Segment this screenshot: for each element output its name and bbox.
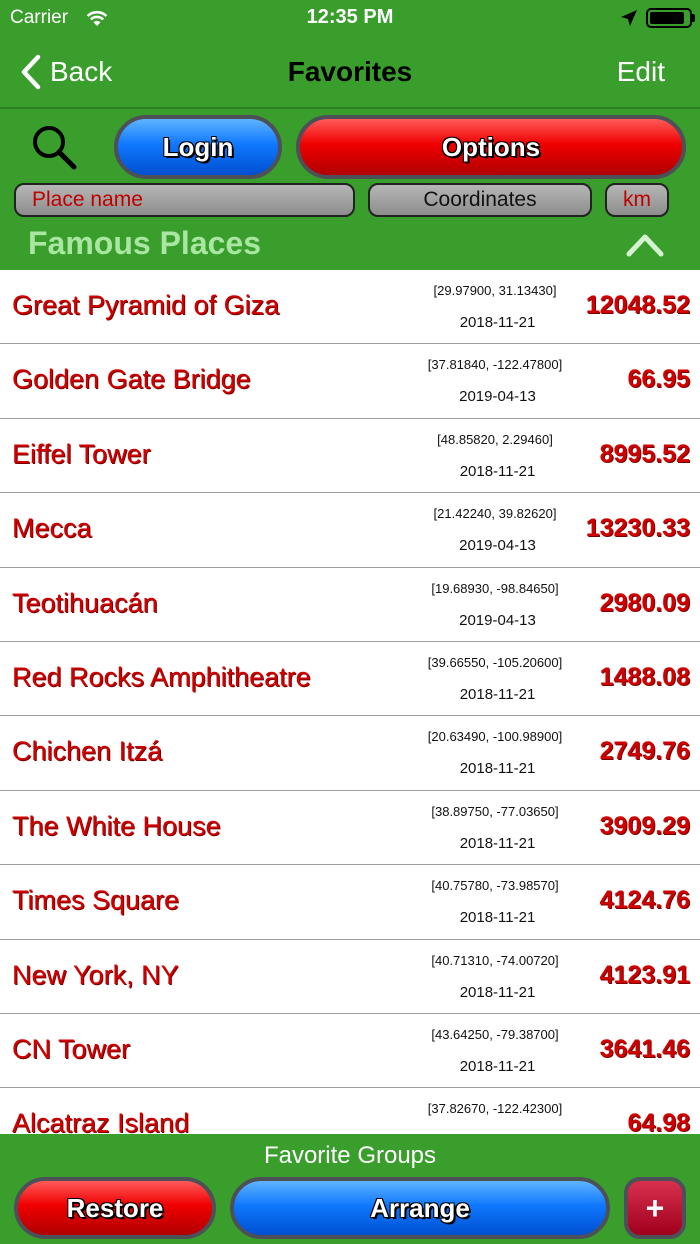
table-row[interactable]: Alcatraz Island [37.82670, -122.42300] 64.… bbox=[0, 1088, 700, 1134]
place-coordinates: [19.68930, -98.84650] bbox=[431, 580, 559, 596]
place-distance: 8995.52 bbox=[599, 439, 690, 468]
navigation-bar: Back Favorites Edit bbox=[0, 40, 700, 108]
place-distance: 64.98 bbox=[627, 1109, 690, 1134]
place-distance: 3909.29 bbox=[599, 811, 690, 840]
chevron-left-icon bbox=[21, 54, 41, 90]
options-button[interactable]: Options bbox=[296, 115, 686, 179]
place-coordinates: [20.63490, -100.98900] bbox=[427, 729, 563, 745]
search-icon[interactable] bbox=[28, 121, 80, 173]
sort-coordinates-button[interactable]: Coordinates bbox=[368, 183, 592, 217]
place-coordinates: [40.71310, -74.00720] bbox=[431, 952, 559, 968]
arrange-button[interactable]: Arrange bbox=[230, 1177, 610, 1239]
place-distance: 2749.76 bbox=[599, 737, 690, 766]
carrier-label: Carrier bbox=[10, 7, 69, 28]
add-group-button[interactable]: + bbox=[624, 1177, 686, 1239]
place-date: 2018-11-21 bbox=[459, 462, 536, 480]
sort-km-button[interactable]: km bbox=[605, 183, 669, 217]
place-coordinates: [40.75780, -73.98570] bbox=[431, 878, 559, 894]
place-date: 2018-11-21 bbox=[459, 983, 536, 1001]
place-distance: 12048.52 bbox=[585, 291, 690, 319]
restore-button[interactable]: Restore bbox=[14, 1177, 216, 1239]
toolbar: Login Options Place name Coordinates km … bbox=[0, 109, 700, 270]
table-row[interactable]: Teotihuacán [19.68930, -98.84650] 2019-04-… bbox=[0, 568, 700, 642]
table-row[interactable]: Eiffel Tower [48.85820, 2.29460] 2018-11-2… bbox=[0, 419, 700, 494]
table-row[interactable]: Great Pyramid of Giza [29.97900, 31.13430… bbox=[0, 270, 700, 345]
place-coordinates: [21.42240, 39.82620] bbox=[433, 506, 557, 522]
place-name: Golden Gate Bridge bbox=[12, 364, 251, 395]
place-distance: 1488.08 bbox=[599, 662, 690, 691]
place-distance: 66.95 bbox=[627, 365, 690, 394]
table-row[interactable]: Times Square [40.75780, -73.98570] 2018-11… bbox=[0, 865, 700, 940]
place-date: 2018-11-21 bbox=[459, 909, 536, 927]
place-distance: 2980.09 bbox=[599, 588, 690, 617]
place-distance: 13230.33 bbox=[585, 514, 690, 543]
place-name: CN Tower bbox=[12, 1033, 131, 1064]
place-date: 2018-11-21 bbox=[459, 760, 536, 778]
favorite-groups-label: Favorite Groups bbox=[263, 1142, 437, 1169]
place-name: Alcatraz Island bbox=[12, 1108, 190, 1134]
table-row[interactable]: The White House [38.89750, -77.03650] 2018… bbox=[0, 791, 700, 866]
table-row[interactable]: Mecca [21.42240, 39.82620] 2019-04-13 13230… bbox=[0, 493, 700, 568]
place-distance: 4124.76 bbox=[599, 886, 690, 915]
place-date: 2019-04-13 bbox=[459, 388, 536, 406]
battery-tip bbox=[692, 14, 695, 22]
group-title: Famous Places bbox=[28, 225, 261, 261]
sort-place-name-button[interactable]: Place name bbox=[14, 183, 355, 217]
wifi-icon bbox=[86, 10, 108, 26]
place-coordinates: [37.81840, -122.47800] bbox=[427, 357, 563, 373]
place-name: Red Rocks Amphitheatre bbox=[12, 661, 311, 692]
table-row[interactable]: CN Tower [43.64250, -79.38700] 2018-11-21 3… bbox=[0, 1014, 700, 1089]
table-row[interactable]: New York, NY [40.71310, -74.00720] 2018-11… bbox=[0, 940, 700, 1014]
place-coordinates: [38.89750, -77.03650] bbox=[431, 803, 559, 819]
place-name: Eiffel Tower bbox=[12, 438, 151, 469]
place-name: Great Pyramid of Giza bbox=[12, 290, 280, 320]
place-date: 2018-11-21 bbox=[459, 685, 536, 703]
favorites-list[interactable]: Great Pyramid of Giza [29.97900, 31.13430… bbox=[0, 270, 700, 1134]
battery-icon bbox=[646, 8, 692, 28]
place-date: 2018-11-21 bbox=[459, 1057, 536, 1075]
place-name: Teotihuacán bbox=[12, 587, 158, 618]
place-date: 2019-04-13 bbox=[459, 537, 536, 555]
table-row[interactable]: Red Rocks Amphitheatre [39.66550, -105.20… bbox=[0, 642, 700, 717]
login-button[interactable]: Login bbox=[114, 115, 282, 179]
place-name: The White House bbox=[12, 810, 221, 841]
place-date: 2019-04-13 bbox=[459, 611, 536, 629]
status-bar: Carrier 12:35 PM bbox=[0, 0, 700, 40]
status-time: 12:35 PM bbox=[306, 6, 394, 28]
back-label: Back bbox=[50, 56, 113, 87]
place-name: Times Square bbox=[12, 885, 180, 916]
edit-button[interactable]: Edit bbox=[616, 56, 665, 87]
place-distance: 3641.46 bbox=[599, 1034, 690, 1063]
chevron-up-icon[interactable] bbox=[624, 229, 666, 259]
place-distance: 4123.91 bbox=[599, 960, 690, 989]
place-coordinates: [37.82670, -122.42300] bbox=[427, 1101, 563, 1117]
place-date: 2018-11-21 bbox=[459, 314, 536, 331]
location-arrow-icon bbox=[621, 10, 637, 26]
place-coordinates: [43.64250, -79.38700] bbox=[431, 1026, 559, 1042]
place-name: Chichen Itzá bbox=[12, 736, 163, 767]
place-coordinates: [39.66550, -105.20600] bbox=[427, 654, 563, 670]
nav-divider bbox=[0, 107, 700, 109]
table-row[interactable]: Golden Gate Bridge [37.81840, -122.47800]… bbox=[0, 344, 700, 419]
place-date: 2018-11-21 bbox=[459, 834, 536, 852]
place-name: Mecca bbox=[12, 513, 92, 544]
place-name: New York, NY bbox=[12, 959, 179, 990]
place-coordinates: [48.85820, 2.29460] bbox=[437, 431, 553, 447]
back-button[interactable]: Back bbox=[20, 52, 112, 92]
table-row[interactable]: Chichen Itzá [20.63490, -100.98900] 2018-1… bbox=[0, 716, 700, 791]
place-coordinates: [29.97900, 31.13430] bbox=[433, 283, 557, 298]
bottom-bar: Favorite Groups Restore Arrange + bbox=[0, 1134, 700, 1244]
